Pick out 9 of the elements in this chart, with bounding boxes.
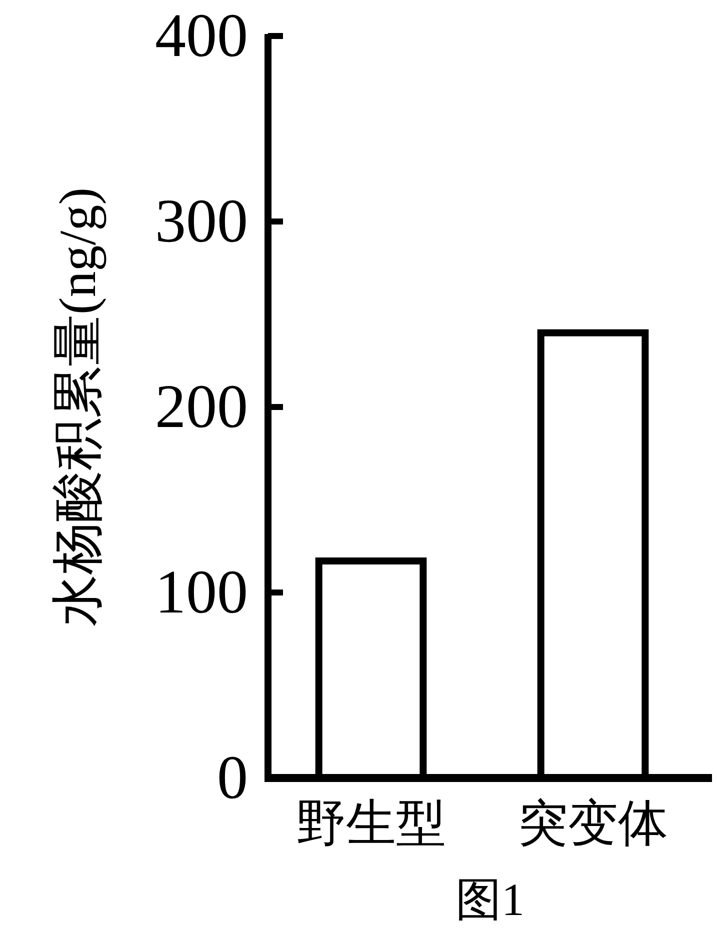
y-tick-label: 400	[155, 2, 248, 70]
caption: 图1	[456, 874, 524, 925]
y-tick-label: 300	[155, 188, 248, 256]
y-tick-label: 100	[155, 558, 248, 626]
x-tick-label: 野生型	[296, 795, 446, 851]
y-tick-label: 200	[155, 373, 248, 441]
y-axis-title: 水杨酸积累量(ng/g)	[50, 187, 107, 627]
x-tick-label: 突变体	[518, 795, 668, 851]
y-tick-label: 0	[217, 744, 248, 812]
